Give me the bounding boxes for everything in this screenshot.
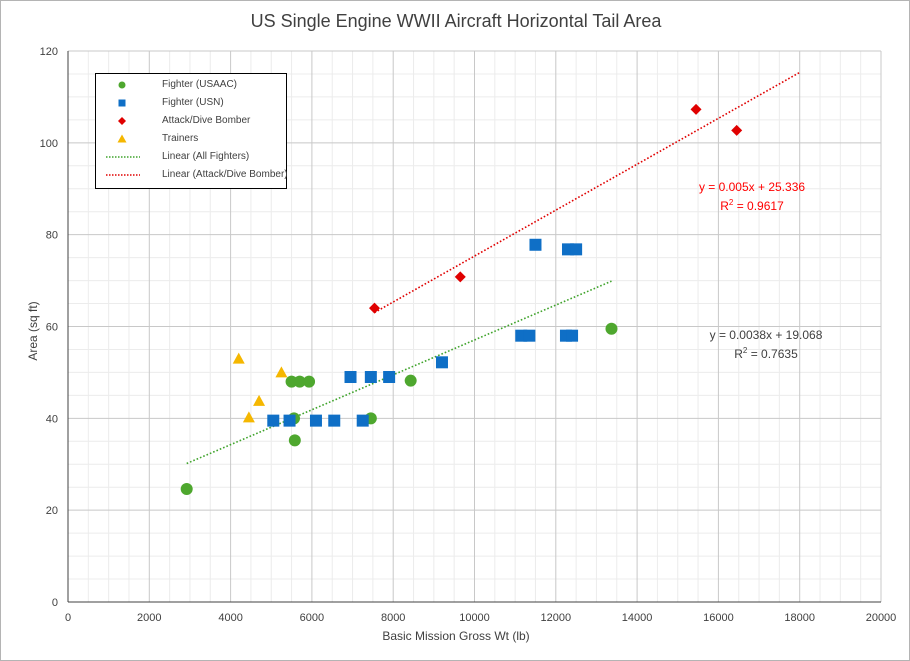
x-tick-label: 4000 <box>218 612 242 624</box>
r-squared-text: R2 = 0.7635 <box>734 346 798 361</box>
x-tick-label: 2000 <box>137 612 161 624</box>
trendline-equation-attack: y = 0.005x + 25.336 R2 = 0.9617 <box>677 179 827 214</box>
legend-item-usn: Fighter (USN) <box>96 94 286 112</box>
x-tick-label: 12000 <box>541 612 572 624</box>
y-tick-label: 20 <box>46 505 58 517</box>
data-points <box>180 103 743 496</box>
x-tick-label: 10000 <box>459 612 490 624</box>
data-point-square <box>529 238 542 251</box>
axes: 0 2000 4000 6000 8000 10000 12000 14000 16000 180… <box>40 46 897 624</box>
data-point-circle <box>288 434 301 447</box>
x-tick-label: 8000 <box>381 612 405 624</box>
legend-item-linear-fighters: Linear (All Fighters) <box>96 148 286 166</box>
chart-title: US Single Engine WWII Aircraft Horizonta… <box>250 11 662 31</box>
trendline-equation-fighters: y = 0.0038x + 19.068 R2 = 0.7635 <box>691 327 841 362</box>
data-point-square <box>523 329 536 342</box>
equation-text: y = 0.005x + 25.336 <box>698 180 806 194</box>
legend-item-attack: Attack/Dive Bomber <box>96 112 286 130</box>
data-point-diamond <box>369 302 381 314</box>
circle-marker-icon <box>118 81 126 89</box>
data-point-circle <box>293 375 306 388</box>
data-point-square <box>364 371 377 384</box>
data-point-square <box>356 414 369 427</box>
y-tick-label: 80 <box>46 230 58 242</box>
data-point-diamond <box>731 124 743 136</box>
trendline <box>186 280 612 465</box>
data-point-square <box>328 414 341 427</box>
y-tick-label: 60 <box>46 322 58 334</box>
data-point-circle <box>180 483 193 496</box>
data-point-triangle <box>232 352 245 364</box>
data-point-circle <box>605 322 618 335</box>
dotted-line-icon <box>106 174 140 176</box>
y-axis-label: Area (sq ft) <box>26 301 40 361</box>
triangle-marker-icon <box>117 134 127 143</box>
legend-label: Linear (All Fighters) <box>162 151 250 162</box>
data-point-square <box>570 243 583 256</box>
y-tick-label: 100 <box>40 138 58 150</box>
x-axis-label: Basic Mission Gross Wt (lb) <box>382 629 530 643</box>
dotted-line-icon <box>106 156 140 158</box>
trendlines <box>186 71 801 465</box>
data-point-triangle <box>275 366 288 378</box>
y-tick-label: 0 <box>52 597 58 609</box>
data-point-square <box>344 371 357 384</box>
legend-item-linear-attack: Linear (Attack/Dive Bomber) <box>96 166 288 184</box>
data-point-circle <box>303 375 316 388</box>
y-tick-label: 40 <box>46 413 58 425</box>
legend-label: Trainers <box>162 133 199 144</box>
data-point-square <box>267 414 280 427</box>
data-point-square <box>283 414 296 427</box>
data-point-diamond <box>454 271 466 283</box>
x-tick-label: 16000 <box>703 612 734 624</box>
data-point-circle <box>404 374 417 387</box>
legend-item-trainers: Trainers <box>96 130 286 148</box>
data-point-square <box>383 371 396 384</box>
data-point-square <box>309 414 322 427</box>
x-tick-label: 0 <box>65 612 71 624</box>
x-tick-label: 6000 <box>300 612 324 624</box>
x-tick-label: 14000 <box>622 612 653 624</box>
data-point-triangle <box>253 394 266 406</box>
data-point-square <box>566 329 579 342</box>
legend: Fighter (USAAC) Fighter (USN) Attack/Div… <box>95 73 288 189</box>
legend-label: Fighter (USN) <box>162 97 224 108</box>
legend-label: Attack/Dive Bomber <box>162 115 251 126</box>
trendline <box>374 71 801 314</box>
r-squared-text: R2 = 0.9617 <box>720 198 784 213</box>
equation-text: y = 0.0038x + 19.068 <box>709 328 823 342</box>
legend-label: Linear (Attack/Dive Bomber) <box>162 169 288 180</box>
x-tick-label: 18000 <box>784 612 815 624</box>
diamond-marker-icon <box>118 117 126 125</box>
square-marker-icon <box>118 99 126 107</box>
data-point-diamond <box>690 103 702 115</box>
data-point-triangle <box>242 411 255 423</box>
x-tick-label: 20000 <box>866 612 897 624</box>
legend-label: Fighter (USAAC) <box>162 79 238 90</box>
legend-item-usaac: Fighter (USAAC) <box>96 76 286 94</box>
data-point-square <box>435 356 448 369</box>
y-tick-label: 120 <box>40 46 58 58</box>
